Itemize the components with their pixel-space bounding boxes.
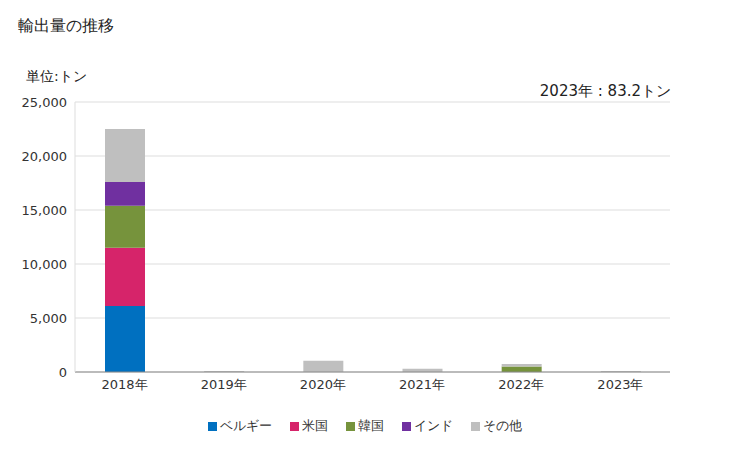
svg-text:25,000: 25,000 <box>22 95 68 110</box>
svg-text:5,000: 5,000 <box>30 311 67 326</box>
html-text:その他: その他 <box>482 418 522 433</box>
svg-text:10,000: 10,000 <box>22 257 68 272</box>
svg-text:2019年: 2019年 <box>201 377 247 392</box>
html-text:ベルギー: ベルギー <box>219 418 272 433</box>
svg-text:0: 0 <box>59 365 67 380</box>
svg-text:15,000: 15,000 <box>22 203 68 218</box>
html-text:韓国: 韓国 <box>357 418 384 433</box>
svg-text:2023年: 2023年 <box>597 377 643 392</box>
html-text:2023年 : 83.2トン: 2023年 : 83.2トン <box>539 82 671 100</box>
svg-text:20,000: 20,000 <box>22 149 68 164</box>
html-text:単位:トン: 単位:トン <box>26 68 87 84</box>
html-text:輸出量の推移: 輸出量の推移 <box>18 16 114 35</box>
svg-text:2020年: 2020年 <box>300 377 346 392</box>
svg-text:2018年: 2018年 <box>102 377 148 392</box>
html-text:米国: 米国 <box>301 418 328 433</box>
html-text:インド: インド <box>413 418 453 433</box>
svg-text:2021年: 2021年 <box>399 377 445 392</box>
svg-text:2022年: 2022年 <box>498 377 544 392</box>
